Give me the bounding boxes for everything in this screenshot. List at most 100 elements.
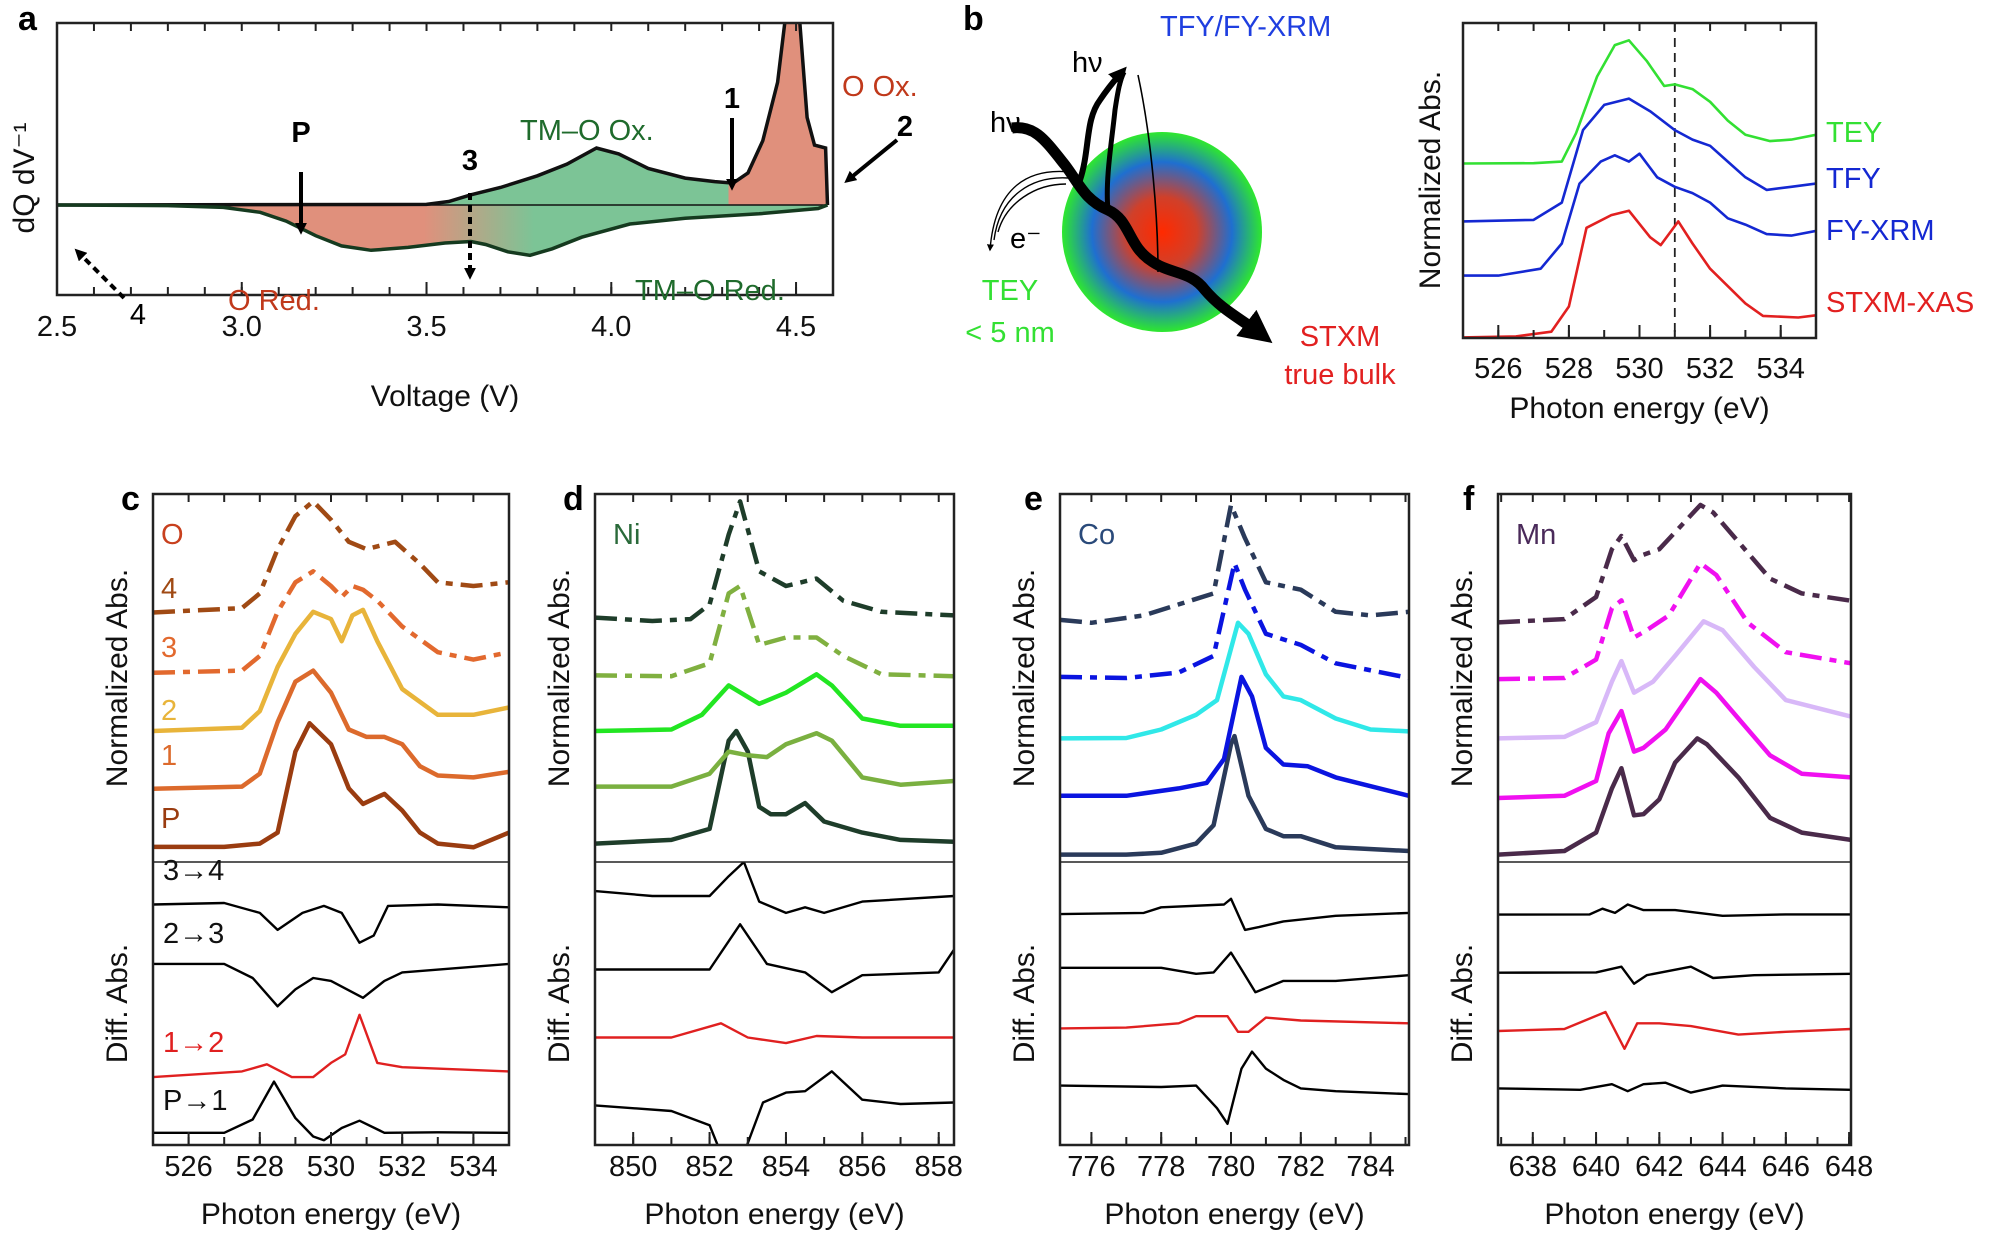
x-tick-label: 532 — [1686, 353, 1734, 385]
x-tick-label: 648 — [1825, 1151, 1873, 1183]
spectrum-f-state-3 — [1498, 560, 1851, 682]
electron-path — [986, 170, 1071, 252]
panel-letter-a: a — [18, 0, 38, 38]
stxm-label: STXM — [1300, 321, 1381, 353]
spectrum-f-state-1 — [1498, 676, 1851, 801]
label-o-ox: O Ox. — [842, 71, 918, 103]
panel-letter-c: c — [121, 480, 140, 518]
spectrum-e-state-1 — [1060, 674, 1409, 799]
electron-path — [993, 177, 1069, 241]
x-tick-label: 780 — [1207, 1151, 1255, 1183]
particle — [1062, 132, 1262, 332]
discharge-area-fill — [57, 205, 828, 256]
x-axis-title: Photon energy (eV) — [1509, 392, 1769, 425]
plot-frame-a — [55, 21, 835, 297]
y-axis-title: dQ dV⁻¹ — [8, 123, 41, 234]
x-tick-label: 3.5 — [406, 311, 446, 343]
plot-frame-e — [1058, 492, 1411, 1147]
x-tick-label: 4.5 — [776, 311, 816, 343]
x-tick-label: 850 — [609, 1151, 657, 1183]
plot-frame-d — [593, 492, 956, 1147]
marker-label-4: 4 — [130, 299, 146, 331]
x-axis-title: Photon energy (eV) — [1544, 1198, 1804, 1231]
x-tick-label: 638 — [1509, 1151, 1557, 1183]
fluorescence-path — [1077, 66, 1127, 181]
x-tick-label: 532 — [378, 1151, 426, 1183]
marker-label-2: 2 — [897, 111, 913, 143]
difference-label: 2→3 — [163, 918, 224, 950]
difference-spectrum-e — [1060, 897, 1409, 932]
spectrum-f-state-2 — [1498, 619, 1851, 741]
x-axis-title: Photon energy (eV) — [1104, 1198, 1364, 1231]
x-tick-label: 778 — [1137, 1151, 1185, 1183]
hv-in-label: hν — [990, 107, 1021, 139]
difference-spectrum-c — [153, 1080, 509, 1142]
panel-letter-b: b — [963, 0, 984, 38]
element-label-f: Mn — [1516, 519, 1556, 551]
marker-label-3: 3 — [462, 145, 478, 177]
difference-label: 3→4 — [163, 855, 224, 887]
x-tick-label: 854 — [762, 1151, 810, 1183]
difference-label: P→1 — [163, 1085, 227, 1117]
series-line-tfy — [1463, 97, 1816, 223]
series-line-tey — [1463, 38, 1816, 165]
series-line-stxm-xas — [1463, 209, 1816, 338]
legend-label-fy-xrm: FY-XRM — [1826, 215, 1935, 247]
y-axis-title: Normalized Abs. — [1414, 71, 1447, 289]
plot-frame-b — [1461, 21, 1818, 340]
marker-arrow-4 — [74, 248, 126, 300]
difference-label: 1→2 — [163, 1027, 224, 1059]
spectrum-d-state-P — [595, 728, 954, 846]
x-tick-label: 534 — [449, 1151, 497, 1183]
difference-spectrum-c — [153, 1013, 509, 1079]
difference-spectrum-d — [595, 862, 954, 915]
state-label-3: 3 — [161, 632, 177, 664]
spectrum-c-state-1 — [153, 668, 509, 792]
difference-spectrum-f — [1498, 903, 1851, 917]
charge-area-fill — [57, 23, 828, 205]
x-tick-label: 644 — [1698, 1151, 1746, 1183]
difference-spectrum-d — [595, 1070, 954, 1145]
marker-label-1: 1 — [724, 83, 740, 115]
state-label-4: 4 — [161, 573, 177, 605]
x-tick-label: 856 — [838, 1151, 886, 1183]
spectrum-f-state-P — [1498, 736, 1851, 857]
y-axis-title-bottom: Diff. Abs. — [543, 944, 576, 1064]
legend-label-tey: TEY — [1826, 117, 1882, 149]
x-tick-label: 858 — [915, 1151, 963, 1183]
x-tick-label: 526 — [164, 1151, 212, 1183]
y-axis-title-top: Normalized Abs. — [1008, 569, 1041, 787]
x-tick-label: 530 — [307, 1151, 355, 1183]
x-axis-title: Photon energy (eV) — [201, 1198, 461, 1231]
difference-spectrum-f — [1498, 1010, 1851, 1051]
x-tick-label: 852 — [685, 1151, 733, 1183]
label-o-red: O Red. — [228, 285, 320, 317]
x-tick-label: 534 — [1757, 353, 1805, 385]
x-tick-label: 776 — [1067, 1151, 1115, 1183]
stxm-note-label: true bulk — [1284, 359, 1396, 391]
electron-path — [997, 183, 1067, 233]
x-tick-label: 2.5 — [37, 311, 77, 343]
x-tick-label: 526 — [1474, 353, 1522, 385]
spectrum-d-state-3 — [595, 583, 954, 679]
x-tick-label: 528 — [236, 1151, 284, 1183]
tey-depth-label: < 5 nm — [965, 317, 1054, 349]
spectrum-f-state-4 — [1498, 502, 1851, 625]
x-axis-title: Voltage (V) — [371, 380, 519, 413]
difference-spectrum-c — [153, 962, 509, 1008]
label-tm-o-red: TM–O Red. — [635, 275, 785, 307]
panel-letter-d: d — [563, 480, 584, 518]
state-label-2: 2 — [161, 695, 177, 727]
difference-spectrum-d — [595, 923, 954, 994]
y-axis-title-bottom: Diff. Abs. — [1446, 944, 1479, 1064]
spectrum-d-state-1 — [595, 730, 954, 789]
state-label-P: P — [161, 803, 180, 835]
spectrum-c-state-3 — [153, 569, 509, 676]
difference-spectrum-e — [1060, 951, 1409, 994]
panel-letter-e: e — [1024, 480, 1043, 518]
spectrum-c-state-P — [153, 721, 509, 850]
plot-frame-f — [1496, 492, 1853, 1147]
marker-arrow-2 — [844, 138, 899, 184]
spectrum-e-state-P — [1060, 733, 1409, 857]
